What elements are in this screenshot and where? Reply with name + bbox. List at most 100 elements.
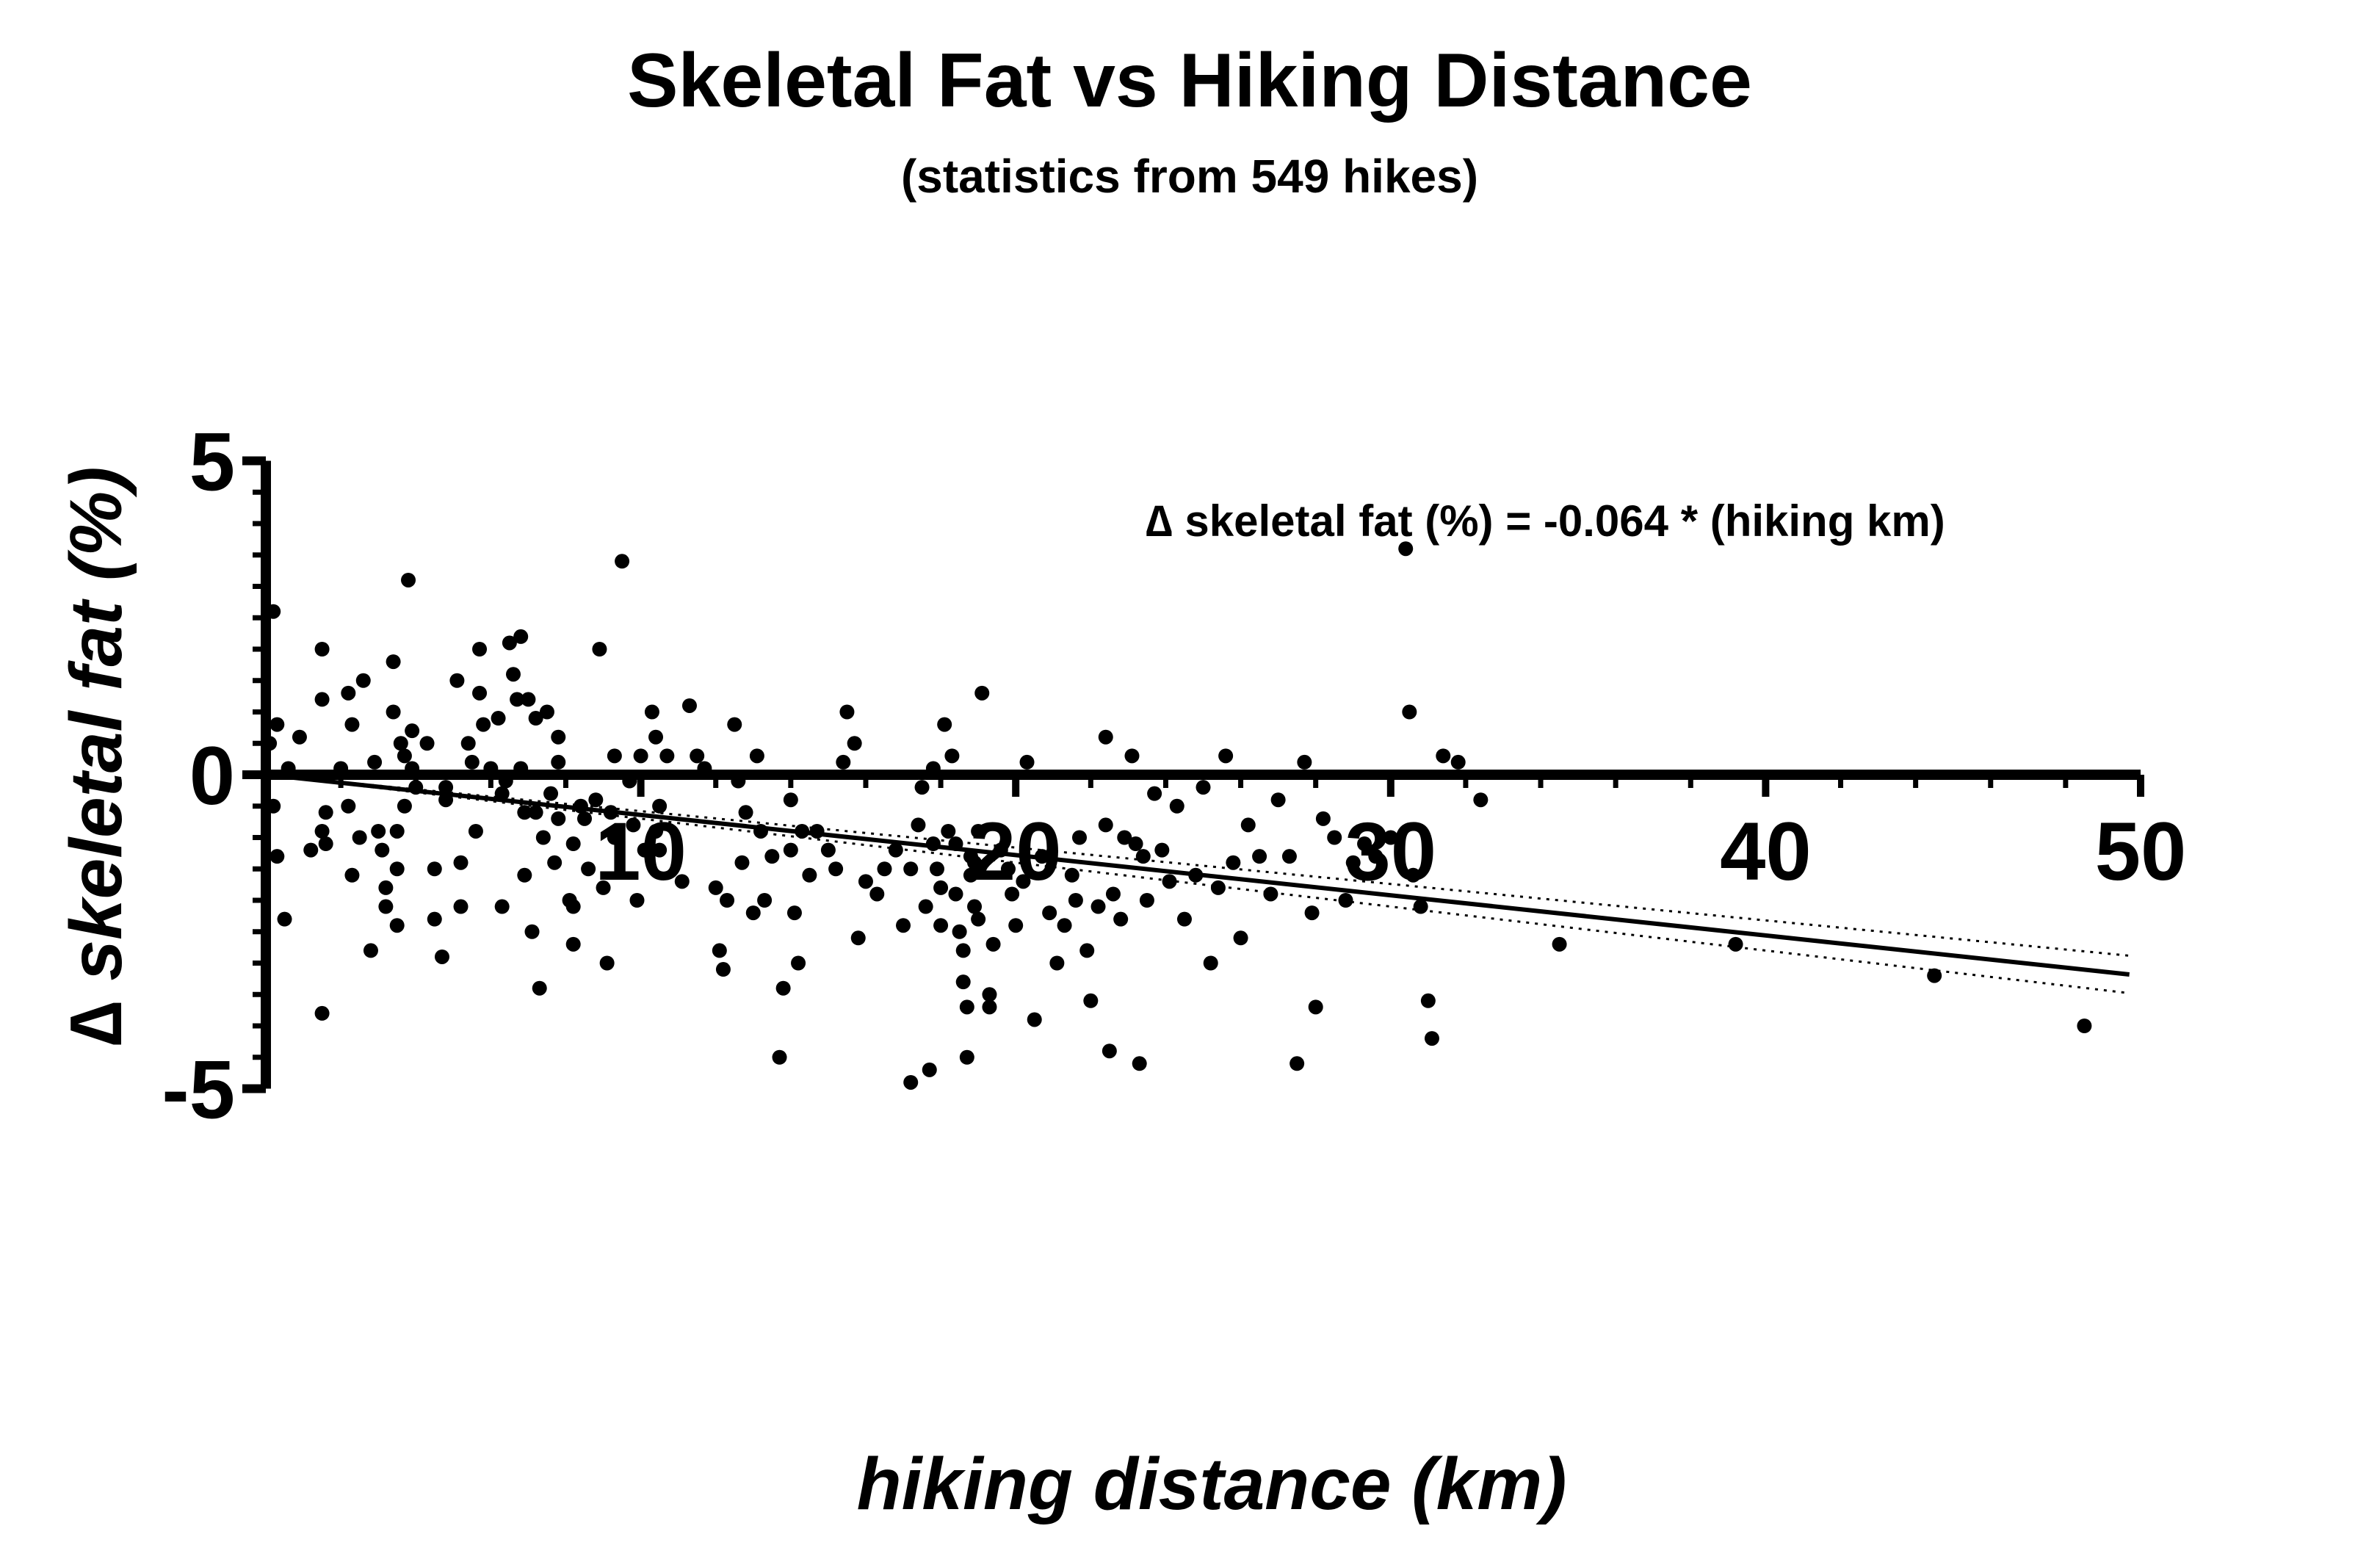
data-point — [791, 955, 806, 971]
regression-line — [265, 773, 2130, 977]
data-point — [1098, 817, 1113, 833]
data-point — [985, 936, 1001, 952]
data-point — [592, 642, 607, 657]
data-point — [820, 842, 836, 858]
data-point — [1090, 899, 1106, 914]
data-point — [352, 830, 367, 845]
data-point — [1728, 936, 1743, 952]
data-point — [491, 711, 506, 726]
data-point — [764, 849, 780, 864]
data-point — [367, 754, 383, 770]
data-point — [1552, 936, 1567, 952]
data-point — [521, 692, 536, 707]
data-point — [581, 861, 596, 877]
data-point — [386, 704, 401, 720]
data-point — [547, 855, 563, 870]
data-point — [1308, 999, 1323, 1015]
data-point — [449, 673, 465, 688]
data-point — [982, 999, 997, 1015]
data-point — [460, 736, 476, 751]
data-point — [363, 943, 378, 958]
chart-title: Skeletal Fat vs Hiking Distance — [627, 38, 1752, 123]
data-point — [341, 685, 356, 701]
data-point — [982, 987, 997, 1002]
data-point — [802, 867, 817, 883]
data-point — [596, 880, 611, 895]
data-point — [1008, 918, 1024, 933]
data-point — [1210, 880, 1226, 895]
data-point — [922, 1062, 937, 1077]
data-point — [637, 842, 652, 858]
data-point — [1124, 748, 1140, 764]
data-point — [738, 805, 753, 820]
data-point — [1927, 968, 1942, 983]
data-point — [1315, 811, 1331, 826]
chart-subtitle: (statistics from 549 hikes) — [901, 150, 1478, 203]
data-point — [1398, 541, 1414, 557]
data-point — [1128, 836, 1143, 852]
data-point — [955, 974, 971, 990]
data-point — [715, 962, 731, 977]
data-point — [427, 911, 442, 927]
data-point — [1240, 817, 1256, 833]
y-tick-label: 0 — [189, 730, 235, 822]
data-point — [314, 692, 330, 707]
data-point — [877, 861, 892, 877]
data-point — [344, 867, 360, 883]
data-point — [494, 786, 510, 801]
data-point — [599, 955, 615, 971]
data-point — [896, 918, 911, 933]
data-point — [1042, 905, 1057, 921]
data-point — [1016, 874, 1031, 889]
data-point — [378, 899, 394, 914]
data-point — [681, 698, 697, 713]
data-point — [1057, 918, 1072, 933]
data-point — [453, 855, 469, 870]
data-point — [749, 748, 764, 764]
data-point — [341, 798, 356, 814]
data-point — [314, 1005, 330, 1021]
data-point — [633, 748, 648, 764]
data-point — [551, 754, 566, 770]
data-point — [565, 836, 581, 852]
data-point — [1424, 1031, 1439, 1046]
data-point — [472, 685, 488, 701]
x-tick-label: 40 — [1720, 806, 1812, 897]
data-point — [1203, 955, 1218, 971]
data-point — [375, 842, 390, 858]
data-point — [1270, 792, 1286, 808]
data-point — [918, 899, 933, 914]
confidence-band-upper — [265, 773, 2130, 957]
data-point — [626, 817, 641, 833]
data-point — [389, 861, 405, 877]
data-point — [869, 886, 885, 902]
data-point — [914, 780, 930, 795]
data-point — [505, 667, 521, 682]
data-point — [565, 899, 581, 914]
regression-equation: ∆ skeletal fat (%) = -0.064 * (hiking km… — [1146, 496, 1945, 546]
data-point — [734, 855, 750, 870]
data-point — [971, 911, 986, 927]
x-axis-label: hiking distance (km) — [857, 1443, 1567, 1525]
data-point — [434, 949, 449, 964]
data-point — [1233, 930, 1248, 946]
data-point — [303, 842, 319, 858]
data-point — [453, 899, 469, 914]
data-point — [1338, 893, 1353, 908]
data-point — [850, 930, 866, 946]
data-point — [513, 629, 529, 644]
data-point — [659, 748, 675, 764]
data-point — [615, 554, 630, 569]
data-point — [948, 886, 963, 902]
data-point — [1049, 955, 1065, 971]
data-point — [517, 867, 532, 883]
data-point — [389, 918, 405, 933]
data-point — [1154, 842, 1170, 858]
data-point — [1113, 911, 1129, 927]
data-point — [941, 823, 956, 839]
data-point — [828, 861, 844, 877]
data-point — [836, 754, 851, 770]
data-point — [607, 830, 622, 845]
